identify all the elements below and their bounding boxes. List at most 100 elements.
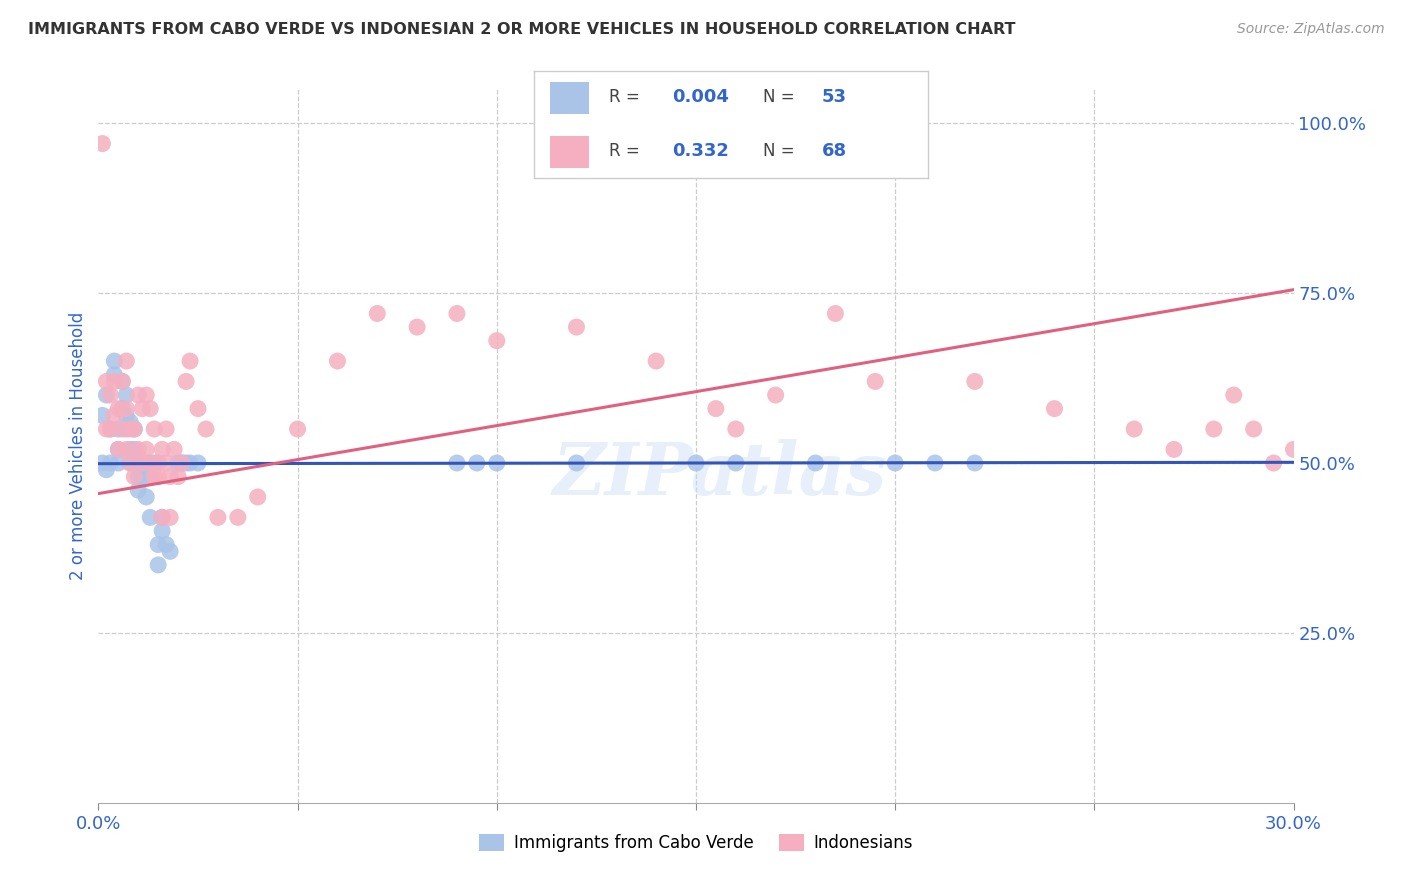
Point xyxy=(1163,442,1185,457)
Point xyxy=(107,442,129,457)
Point xyxy=(172,456,194,470)
Point xyxy=(127,469,149,483)
Point xyxy=(1123,422,1146,436)
Point xyxy=(111,375,134,389)
Point xyxy=(143,469,166,483)
Point xyxy=(107,422,129,436)
Point xyxy=(159,510,181,524)
Text: R =: R = xyxy=(609,88,645,106)
Point xyxy=(96,375,118,389)
Text: 0.004: 0.004 xyxy=(672,88,728,106)
Point xyxy=(115,388,138,402)
Point xyxy=(406,320,429,334)
Text: 53: 53 xyxy=(821,88,846,106)
Point xyxy=(704,401,727,416)
Point xyxy=(120,456,142,470)
Point xyxy=(98,422,122,436)
Point xyxy=(115,442,138,457)
Point xyxy=(98,422,122,436)
Point xyxy=(172,456,194,470)
Point xyxy=(98,388,122,402)
Point xyxy=(174,456,197,470)
Point xyxy=(195,422,218,436)
Point xyxy=(963,375,986,389)
Point xyxy=(485,456,508,470)
Point xyxy=(127,388,149,402)
Point xyxy=(135,490,157,504)
Point xyxy=(1263,456,1285,470)
Point xyxy=(924,456,946,470)
Point xyxy=(98,456,122,470)
Point xyxy=(124,469,146,483)
Point xyxy=(131,469,153,483)
Point xyxy=(115,354,138,368)
Point xyxy=(179,456,201,470)
Point xyxy=(96,388,118,402)
Point xyxy=(326,354,349,368)
Point xyxy=(645,354,668,368)
Point xyxy=(115,422,138,436)
Point xyxy=(163,442,186,457)
Point xyxy=(155,537,177,551)
Point xyxy=(1043,401,1066,416)
Point xyxy=(124,442,146,457)
Point xyxy=(91,456,114,470)
Point xyxy=(96,463,118,477)
Point xyxy=(159,469,181,483)
Y-axis label: 2 or more Vehicles in Household: 2 or more Vehicles in Household xyxy=(69,312,87,580)
Point xyxy=(824,306,846,320)
Point xyxy=(103,368,125,382)
Point xyxy=(148,537,170,551)
Point xyxy=(120,456,142,470)
Point xyxy=(174,375,197,389)
Point xyxy=(155,456,177,470)
Point xyxy=(446,306,468,320)
Point xyxy=(131,401,153,416)
Point xyxy=(485,334,508,348)
Bar xyxy=(550,82,589,114)
Point xyxy=(103,354,125,368)
Point xyxy=(226,510,249,524)
Text: R =: R = xyxy=(609,142,645,160)
Point xyxy=(148,469,170,483)
Point xyxy=(865,375,887,389)
Point xyxy=(1282,442,1305,457)
Point xyxy=(150,510,173,524)
Point xyxy=(884,456,907,470)
Point xyxy=(120,415,142,429)
Point xyxy=(150,510,173,524)
Point xyxy=(685,456,707,470)
Point xyxy=(150,442,173,457)
Point xyxy=(148,558,170,572)
Text: 68: 68 xyxy=(821,142,846,160)
Point xyxy=(246,490,269,504)
Text: IMMIGRANTS FROM CABO VERDE VS INDONESIAN 2 OR MORE VEHICLES IN HOUSEHOLD CORRELA: IMMIGRANTS FROM CABO VERDE VS INDONESIAN… xyxy=(28,22,1015,37)
Point xyxy=(107,456,129,470)
Point xyxy=(1202,422,1225,436)
Point xyxy=(135,456,157,470)
Legend: Immigrants from Cabo Verde, Indonesians: Immigrants from Cabo Verde, Indonesians xyxy=(472,827,920,859)
Point xyxy=(139,456,162,470)
Point xyxy=(187,401,209,416)
Point xyxy=(111,422,134,436)
Point xyxy=(135,442,157,457)
Text: Source: ZipAtlas.com: Source: ZipAtlas.com xyxy=(1237,22,1385,37)
Point xyxy=(287,422,309,436)
Point xyxy=(187,456,209,470)
Point xyxy=(91,136,114,151)
Point xyxy=(124,456,146,470)
Point xyxy=(115,409,138,423)
Point xyxy=(207,510,229,524)
Point xyxy=(446,456,468,470)
Text: N =: N = xyxy=(762,88,800,106)
Point xyxy=(724,422,747,436)
Point xyxy=(124,422,146,436)
Point xyxy=(565,456,588,470)
Point xyxy=(139,401,162,416)
Point xyxy=(765,388,787,402)
Point xyxy=(724,456,747,470)
Point xyxy=(103,375,125,389)
Text: ZIPatlas: ZIPatlas xyxy=(553,439,887,510)
Point xyxy=(131,456,153,470)
Point xyxy=(963,456,986,470)
